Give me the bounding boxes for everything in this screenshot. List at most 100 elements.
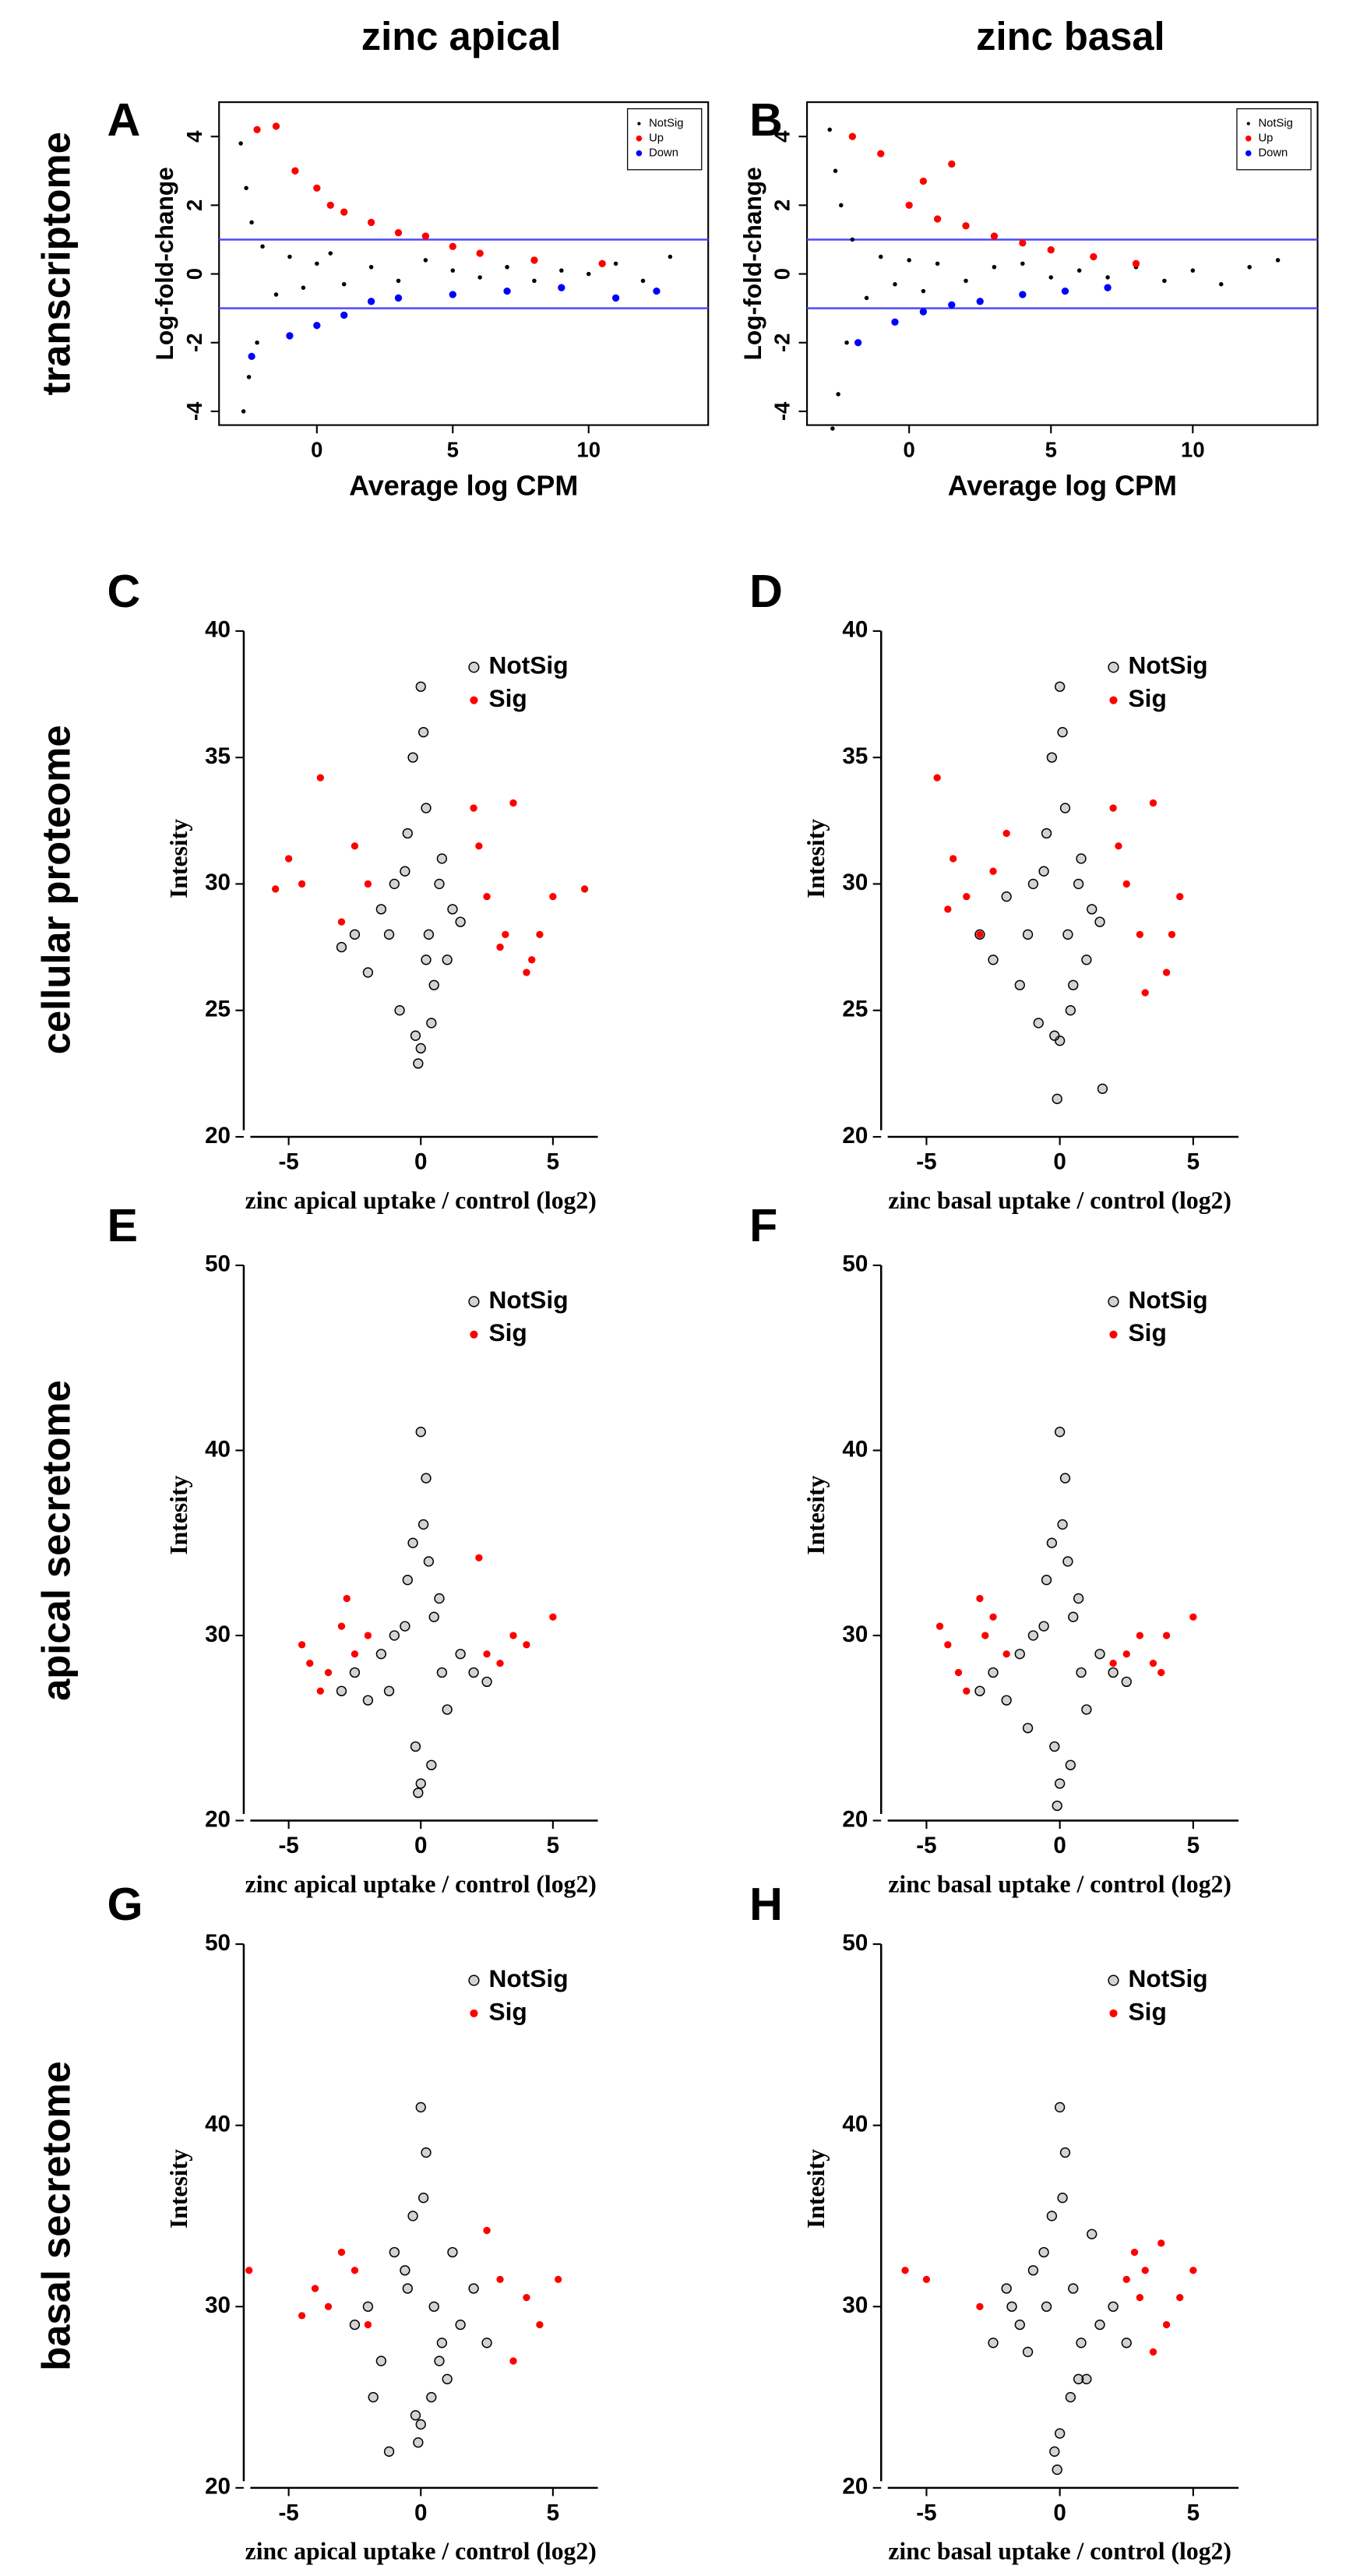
point [337,1622,346,1630]
point [291,167,299,175]
point [1162,278,1167,284]
legend-label: Sig [488,1997,527,2025]
point [389,878,400,890]
point [1109,1659,1117,1667]
point [1027,878,1039,890]
y-tick-label: 20 [842,2474,868,2500]
point [1057,727,1068,738]
point [367,298,375,305]
point [396,278,401,284]
y-tick-label: 2 [182,199,206,211]
point [950,855,957,863]
point [426,1759,437,1770]
point [988,955,999,965]
point [421,955,432,965]
legend-label: NotSig [488,1964,568,1992]
x-tick-label: 0 [414,2500,427,2525]
point [428,1611,439,1622]
x-tick-label: 5 [1045,438,1057,462]
point [922,2275,931,2284]
point [1162,1632,1171,1639]
point [1062,929,1073,940]
x-axis-title: Average log CPM [948,469,1177,501]
point [415,681,426,692]
point [400,2265,410,2276]
y-tick-label: 20 [205,2474,231,2500]
point [1097,1083,1108,1094]
point [1041,1575,1052,1586]
point [1059,803,1071,813]
y-tick-label: 35 [205,743,231,769]
point [536,930,544,938]
point [421,2147,432,2158]
point [375,1649,387,1660]
point [1189,2267,1197,2274]
point [976,298,984,305]
point [935,1622,944,1630]
point [1068,1611,1079,1622]
point [976,930,984,938]
point [827,127,832,132]
point [1065,1759,1076,1770]
point [1022,929,1034,940]
panel-letter: F [749,1199,777,1251]
y-tick-label: 30 [842,870,868,895]
column-title: zinc basal [976,14,1164,58]
point [394,229,403,237]
point [284,855,293,863]
legend-swatch [468,662,480,673]
point [394,1005,405,1016]
point [1109,804,1117,812]
point [1046,752,1058,763]
x-tick-label: 0 [414,1149,427,1175]
point [1020,261,1025,266]
point [421,803,432,813]
point [415,1427,426,1438]
point [1065,1005,1076,1016]
point [1014,1649,1025,1660]
legend-swatch [1246,122,1250,125]
point [351,842,359,850]
point [337,2248,346,2257]
x-tick-label: 0 [1053,1833,1066,1858]
legend-label: NotSig [1129,1964,1208,1992]
point [389,2246,400,2258]
point [1048,275,1054,280]
x-axis-title: zinc apical uptake / control (log2) [245,1870,597,1897]
y-tick-label: -2 [770,333,794,352]
point [1049,1030,1060,1041]
point [1176,893,1184,901]
point [1054,1778,1066,1789]
panel-letter: H [749,1878,783,1930]
point [523,1641,530,1649]
point [989,1613,997,1621]
panel-letter: G [107,1878,143,1930]
point [326,201,334,210]
y-tick-label: 25 [205,997,231,1022]
y-tick-label: -4 [770,401,794,421]
legend-label: Up [649,132,664,145]
point [1081,1704,1092,1715]
point [502,930,509,938]
plot-frame [806,101,1319,426]
panel-letter: D [749,565,783,617]
point [241,409,246,414]
point [450,268,456,273]
x-axis-title: Average log CPM [349,469,578,501]
panel-letter: E [107,1199,137,1251]
point [1022,1723,1034,1734]
point [383,1685,395,1696]
point [848,132,857,140]
point [935,261,940,266]
point [844,340,849,345]
legend-swatch [636,135,643,142]
point [375,2355,387,2366]
point [988,1667,999,1678]
point [839,203,844,208]
point [1038,2246,1049,2258]
point [558,284,565,291]
legend-swatch [1108,1974,1119,1986]
point [559,268,564,273]
point [1054,2428,1066,2439]
